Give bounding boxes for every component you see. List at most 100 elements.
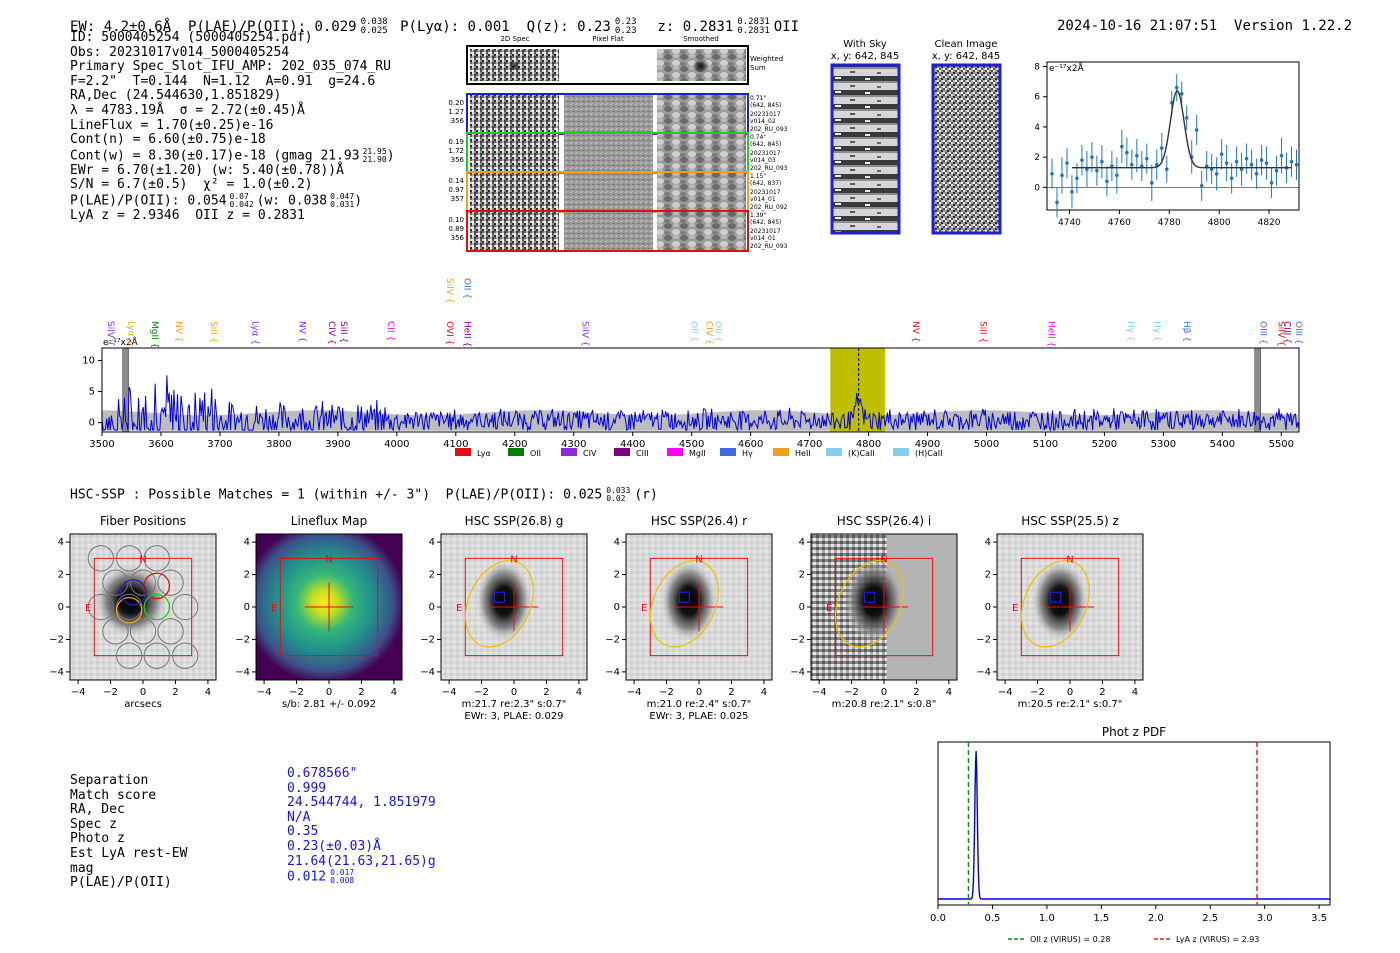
fiber-highlight-orange [115,596,143,624]
data-point [1060,173,1064,178]
x-tick-label: 4200 [502,439,527,450]
photz-marks: 0.0 0.5 1.0 1.5 2.0 2.5 3.0 3.5 [930,742,1330,924]
y-tick-label: 0 [985,602,991,613]
info-plae-hi: 0.07 [229,192,249,202]
y-tick-label: −4 [790,667,805,678]
x-tick-label: −2 [1030,687,1045,698]
fiber-circle [157,618,184,645]
fiber-circle [116,545,143,572]
x-tick-label: −4 [257,687,272,698]
x-tick-label: 4820 [1258,218,1281,228]
panel-caption: s/b: 2.81 +/- 0.092 [282,699,376,710]
cutout-row-meta: 202_RU_093 [750,243,788,250]
y-tick-label: 4 [244,537,250,548]
legend-oii-label: OII z (VIRUS) = 0.28 [1030,935,1110,944]
emission-line-label: OIII { [1258,321,1268,345]
emission-line-label-upper: OII { [462,278,472,299]
x-tick-label: 3600 [148,439,173,450]
data-point [1174,85,1179,90]
emission-line-label: NV { [910,321,920,342]
fiber-circle [157,569,184,596]
emission-line-label: SiII { [338,321,348,343]
legend-lya-label: LyA z (VIRUS) = 2.93 [1176,935,1259,944]
match-plae-lo: 0.008 [330,876,355,886]
x-tick-label: 2.0 [1148,913,1164,924]
x-tick-label: 4780 [1158,218,1181,228]
match-values: 0.678566" 0.999 24.544744, 1.851979 N/A … [287,766,436,886]
data-point [1219,152,1224,156]
info-lineflux: LineFlux = 1.70(±0.25)e-16 [70,117,274,133]
x-tick-label: 4760 [1108,218,1131,228]
search-box [93,557,193,657]
info-cont-n: Cont(n) = 6.60(±0.75)e-18 [70,132,266,148]
info-radec: RA,Dec (24.544630,1.851829) [70,88,282,104]
emission-line-label: Lyα { [249,321,259,345]
x-tick-label: 1.0 [1039,913,1055,924]
aperture-ellipse [834,559,904,648]
compass-n: N [325,554,332,565]
full-spectrum-plot: e⁻¹⁷x2Å 3500 3600 3700 3800 3900 4000 4100 4200… [82,278,1303,458]
info-plae-text: P(LAE)/P(OII): 0.054 [70,193,227,209]
legend-label: Lyα [477,449,491,458]
y-tick-label: 6 [1035,93,1040,103]
cutout-row-stat: 356 [451,234,465,242]
data-point [1184,116,1189,120]
with-sky-image [830,63,901,235]
emission-line-label: CII { [385,321,395,341]
panel-title: HSC SSP(26.8) g [465,514,564,528]
x-tick-label: −4 [71,687,86,698]
match-plae-hi: 0.017 [330,868,355,878]
compass-e: E [85,603,91,614]
cutout-row-stat: 0.89 [448,225,464,233]
data-point [1080,158,1084,162]
fiber-box [863,591,876,603]
info-lambda: λ = 4783.19Å σ = 2.72(±0.45)Å [70,102,305,118]
legend-label: HeII [795,449,811,458]
y-tick-label: 4 [429,537,435,548]
cutout-row-stat: 357 [451,195,464,203]
hsc-panels-group: Fiber Positions N E −4 −4 −2 −2 0 0 2 2 4 4 arcsecs Li… [49,514,1144,722]
data-point [1289,159,1294,164]
cutout-row-stat: 356 [451,117,465,125]
cutout-row-meta: (642, 837) [750,180,781,187]
legend-swatch [614,448,630,456]
data-point [1274,168,1279,173]
cutout-row-stat: 0.20 [448,99,464,107]
match-label: RA, Dec [70,802,125,818]
line-zoom-marks: 4740 4760 4780 4800 4820 0 2 4 6 8 [1035,63,1299,228]
header-qz-lo: 0.23 [614,26,637,36]
info-primary: Primary Spec_Slot_IFU_AMP: 202_035_074_R… [70,59,391,75]
data-point [1224,161,1229,165]
cutout-row-2: 0.14 0.97 357 1.15" (642, 837) 20231017 … [448,171,788,213]
data-point [1090,155,1094,159]
header-datetime: 2024-10-16 21:07:51 [1057,18,1218,34]
cutout-panel: 2D Spec Pixel Flat Smoothed Weighted Sum… [448,35,788,252]
fiber-circle [172,593,199,621]
x-tick-label: 2.5 [1202,913,1218,924]
x-tick-label: 2 [358,687,364,698]
data-point [1194,128,1199,132]
search-box [649,557,749,657]
cutout-row-meta: 20231017 [750,150,781,157]
match-label: mag [70,860,94,876]
aperture-ellipse [464,559,534,648]
x-tick-label: 2 [543,687,549,698]
match-value: 0.23(±0.03)Å [287,838,381,854]
y-tick-label: 2 [1035,153,1040,163]
y-tick-label: 2 [429,570,435,581]
data-point [1154,162,1159,167]
panel-caption: m:21.0 re:2.4" s:0.7" [647,699,752,710]
emission-line-label: Hβ { [1181,321,1191,342]
spectrum-ylabel: e⁻¹⁷x2Å [103,336,139,348]
cutout-row-meta: 1.39" [750,212,766,219]
x-tick-label: 5100 [1033,439,1058,450]
match-value: 24.544744, 1.851979 [287,795,436,811]
compass-n: N [880,554,887,565]
x-tick-label: 4740 [1058,218,1081,228]
data-point [1244,156,1249,161]
emission-line-label-upper: SiIV { [444,278,454,304]
panel-caption: m:21.7 re:2.3" s:0.7" [462,699,567,710]
weighted-sum-smooth-blob [692,59,710,73]
data-point [1294,162,1299,167]
x-tick-label: 2 [172,687,178,698]
